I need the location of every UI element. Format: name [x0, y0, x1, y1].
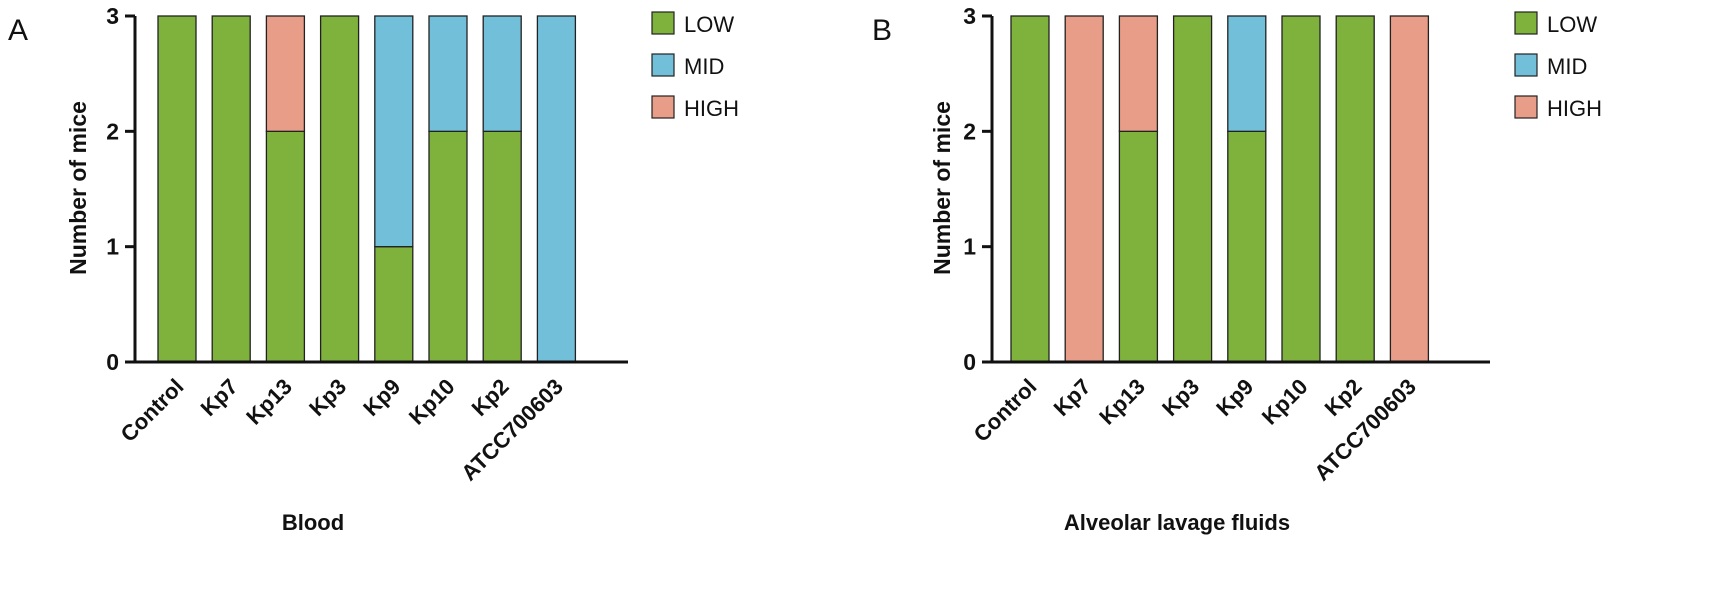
- bar-low-control: [1010, 15, 1050, 363]
- y-tick-label: 3: [963, 3, 976, 29]
- panel-letter: A: [8, 14, 28, 47]
- x-tick-label: Kp7: [1049, 374, 1096, 421]
- x-tick-label: Kp3: [304, 374, 351, 421]
- legend-swatch-high: [651, 95, 675, 119]
- legend-label-mid: MID: [1547, 54, 1587, 79]
- bar-low-kp10: [1281, 15, 1321, 363]
- bar-mid-kp9: [374, 15, 414, 248]
- bar-high-atcc700603: [1389, 15, 1430, 363]
- y-tick-label: 0: [963, 349, 976, 375]
- x-tick-label: Kp7: [196, 374, 243, 421]
- bar-low-kp3: [319, 15, 360, 363]
- bar-mid-atcc700603: [536, 15, 577, 363]
- legend-label-mid: MID: [684, 54, 724, 79]
- x-tick-label: Control: [969, 374, 1042, 447]
- x-tick-label: Kp2: [467, 374, 514, 421]
- legend-swatch-low: [651, 11, 675, 35]
- bar-low-kp2: [482, 130, 522, 363]
- x-tick-label: Kp10: [1257, 374, 1313, 430]
- x-tick-label: Kp9: [1211, 374, 1258, 421]
- y-axis-label: Number of mice: [65, 101, 91, 275]
- y-tick-label: 2: [963, 118, 976, 144]
- bar-low-kp10: [428, 130, 468, 363]
- x-tick-label: Kp13: [1094, 374, 1150, 430]
- legend-label-high: HIGH: [684, 96, 739, 121]
- x-tick-label: Kp10: [404, 374, 460, 430]
- legend-label-high: HIGH: [1547, 96, 1602, 121]
- y-tick-label: 1: [106, 234, 119, 260]
- bar-low-kp9: [1227, 130, 1267, 363]
- legend-swatch-high: [1514, 95, 1538, 119]
- bar-low-control: [157, 15, 197, 363]
- bar-high-kp13: [265, 15, 306, 132]
- legend-swatch-mid: [1514, 53, 1538, 77]
- x-tick-label: Kp13: [241, 374, 297, 430]
- legend-label-low: LOW: [684, 12, 734, 37]
- x-tick-label: Kp2: [1320, 374, 1367, 421]
- bar-low-kp7: [211, 15, 251, 363]
- x-tick-label: Control: [116, 374, 189, 447]
- bar-mid-kp2: [482, 15, 522, 132]
- x-tick-label: Kp3: [1157, 374, 1204, 421]
- legend-label-low: LOW: [1547, 12, 1597, 37]
- bar-mid-kp10: [428, 15, 468, 132]
- y-axis-label: Number of mice: [929, 101, 955, 275]
- bar-mid-kp9: [1227, 15, 1267, 132]
- y-tick-label: 2: [106, 118, 119, 144]
- x-axis-label: Alveolar lavage fluids: [1064, 510, 1290, 535]
- legend-swatch-low: [1514, 11, 1538, 35]
- x-tick-label: Kp9: [358, 374, 405, 421]
- bar-high-kp7: [1064, 15, 1104, 363]
- y-tick-label: 3: [106, 3, 119, 29]
- bar-low-kp13: [1118, 130, 1159, 363]
- x-axis-label: Blood: [282, 510, 344, 535]
- bar-low-kp13: [265, 130, 306, 363]
- panel-letter: B: [872, 14, 892, 47]
- bar-low-kp3: [1172, 15, 1213, 363]
- bar-low-kp2: [1335, 15, 1375, 363]
- bar-high-kp13: [1118, 15, 1159, 132]
- legend-swatch-mid: [651, 53, 675, 77]
- bar-low-kp9: [374, 246, 414, 363]
- y-tick-label: 1: [963, 234, 976, 260]
- y-tick-label: 0: [106, 349, 119, 375]
